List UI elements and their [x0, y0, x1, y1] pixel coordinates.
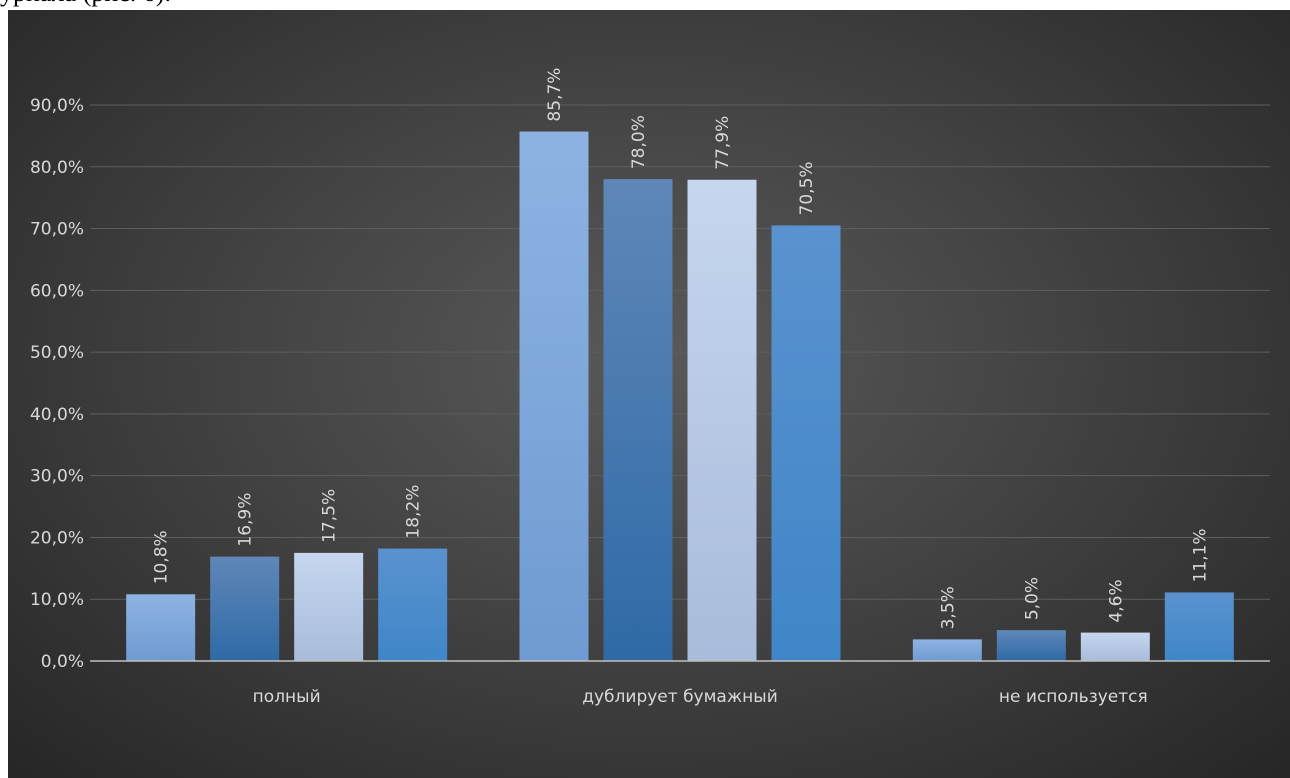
y-axis-ticks: 0,0% 10,0% 20,0% 30,0% 40,0% 50,0% 60,0% 70,0% 8… [30, 96, 84, 672]
bar [603, 179, 673, 661]
data-label: 78,0% [629, 115, 649, 169]
data-label: 17,5% [320, 489, 340, 543]
bar-chart: 0,0% 10,0% 20,0% 30,0% 40,0% 50,0% 60,0% 70,0% 8… [30, 68, 1270, 707]
y-tick-label: 10,0% [30, 590, 84, 610]
y-tick-label: 30,0% [30, 467, 84, 487]
bar [126, 594, 196, 661]
bar [687, 179, 757, 662]
x-category-label: не используется [999, 687, 1148, 707]
y-tick-label: 20,0% [30, 528, 84, 548]
bar [294, 552, 364, 661]
bars [126, 131, 1234, 662]
x-category-label: полный [253, 687, 321, 707]
bar [519, 131, 589, 661]
y-tick-label: 70,0% [30, 220, 84, 240]
bar [996, 630, 1066, 661]
bar [771, 225, 841, 661]
data-label: 5,0% [1022, 577, 1042, 620]
data-label: 77,9% [713, 116, 733, 170]
y-tick-label: 40,0% [30, 405, 84, 425]
bar [912, 639, 982, 661]
bar [210, 556, 280, 661]
y-tick-label: 0,0% [41, 652, 84, 672]
data-label: 16,9% [236, 493, 256, 547]
chart-area: 0,0% 10,0% 20,0% 30,0% 40,0% 50,0% 60,0% 70,0% 8… [8, 10, 1290, 778]
data-labels: 10,8% 16,9% 17,5% 18,2% 85,7% 78,0% 77,9% 70,5%… [152, 68, 1211, 630]
y-tick-label: 80,0% [30, 158, 84, 178]
data-label: 4,6% [1106, 579, 1126, 622]
x-category-label: дублирует бумажный [582, 687, 778, 707]
y-tick-label: 90,0% [30, 96, 84, 116]
y-tick-label: 60,0% [30, 281, 84, 301]
category-labels: полный дублирует бумажный не используется [253, 687, 1148, 707]
bar [378, 548, 448, 661]
bar [1080, 632, 1150, 661]
data-label: 85,7% [545, 68, 565, 122]
bar [1164, 592, 1234, 661]
data-label: 70,5% [797, 161, 817, 215]
y-tick-label: 50,0% [30, 343, 84, 363]
data-label: 11,1% [1190, 528, 1210, 582]
data-label: 18,2% [404, 485, 424, 539]
data-label: 3,5% [938, 586, 958, 629]
page-caption-text: урнала (рис. 6). [0, 0, 171, 10]
gridlines [90, 104, 1270, 600]
data-label: 10,8% [152, 530, 172, 584]
